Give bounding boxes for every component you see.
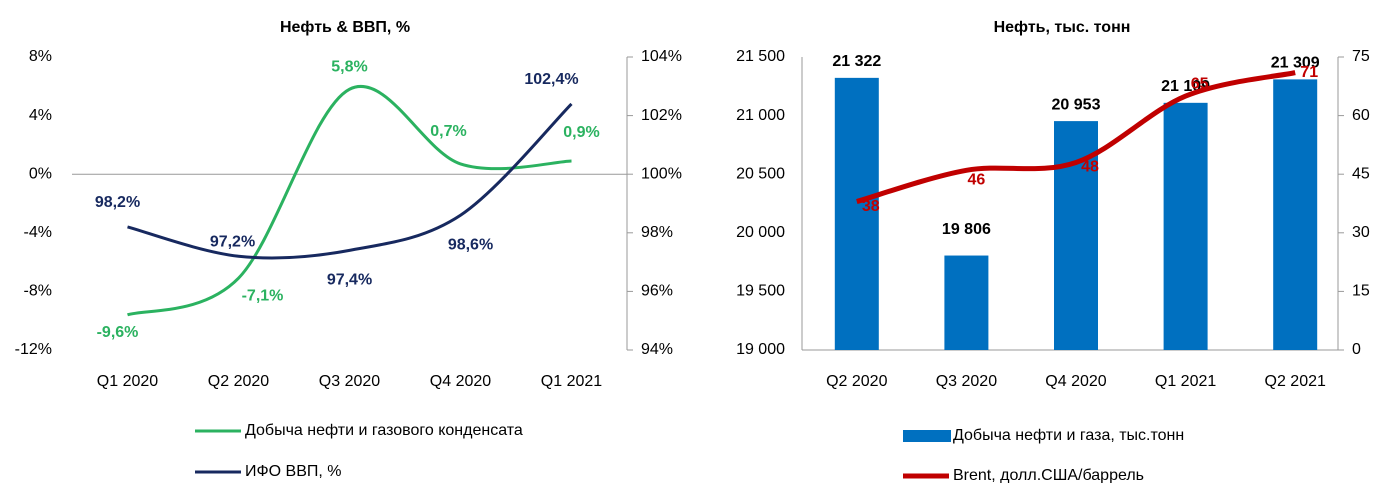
legend-label: Добыча нефти и газового конденсата	[245, 422, 523, 439]
y-tick-label: 4%	[29, 107, 52, 124]
y2-tick-label: 102%	[641, 107, 682, 124]
y2-tick-label: 0	[1352, 341, 1361, 358]
line	[127, 102, 573, 260]
x-tick-label: Q3 2020	[936, 373, 997, 390]
legend-label: ИФО ВВП, %	[245, 463, 342, 480]
data-label: 97,4%	[327, 272, 372, 289]
data-label: 46	[968, 172, 986, 189]
data-label: 38	[862, 198, 880, 215]
y-tick-label: 21 000	[736, 107, 785, 124]
data-label: 65	[1191, 75, 1209, 92]
data-label: 97,2%	[210, 233, 255, 250]
data-label: 98,6%	[448, 236, 493, 253]
x-tick-label: Q1 2020	[97, 373, 158, 390]
y2-tick-label: 30	[1352, 224, 1370, 241]
data-label: 21 322	[832, 53, 881, 70]
y2-tick-label: 15	[1352, 283, 1370, 300]
y2-tick-label: 104%	[641, 48, 682, 65]
data-label: 0,7%	[430, 123, 466, 140]
y-tick-label: -12%	[15, 341, 52, 358]
y-tick-label: 21 500	[736, 48, 785, 65]
data-label: 5,8%	[331, 58, 367, 75]
x-tick-label: Q1 2021	[1155, 373, 1216, 390]
x-tick-label: Q2 2020	[208, 373, 269, 390]
data-label: 102,4%	[524, 71, 578, 88]
data-label: 19 806	[942, 221, 991, 238]
data-label: 71	[1300, 64, 1318, 81]
y2-tick-label: 94%	[641, 341, 673, 358]
data-label: 0,9%	[563, 124, 599, 141]
y-tick-label: -4%	[24, 224, 52, 241]
x-tick-label: Q3 2020	[319, 373, 380, 390]
data-label: 48	[1081, 159, 1099, 176]
y-tick-label: 19 000	[736, 341, 785, 358]
legend-label: Добыча нефти и газа, тыс.тонн	[953, 427, 1184, 444]
x-tick-label: Q2 2021	[1265, 373, 1326, 390]
data-label: -9,6%	[97, 324, 139, 341]
x-tick-label: Q4 2020	[1045, 373, 1106, 390]
y2-tick-label: 60	[1352, 107, 1370, 124]
y-tick-label: 8%	[29, 48, 52, 65]
data-label: 20 953	[1052, 96, 1101, 113]
line	[856, 70, 1296, 204]
y2-tick-label: 98%	[641, 224, 673, 241]
x-tick-label: Q1 2021	[541, 373, 602, 390]
x-tick-label: Q2 2020	[826, 373, 887, 390]
x-tick-label: Q4 2020	[430, 373, 491, 390]
data-label: 21 309	[1271, 55, 1320, 72]
chart-title: Нефть & ВВП, %	[280, 19, 410, 36]
legend-swatch	[903, 430, 951, 442]
y-tick-label: 19 500	[736, 283, 785, 300]
y2-tick-label: 45	[1352, 165, 1370, 182]
chart-title: Нефть, тыс. тонн	[994, 19, 1131, 36]
y-tick-label: 20 500	[736, 165, 785, 182]
y-tick-label: -8%	[24, 283, 52, 300]
data-label: -7,1%	[242, 287, 284, 304]
y-tick-label: 20 000	[736, 224, 785, 241]
bar	[1273, 79, 1318, 351]
legend-label: Brent, долл.США/баррель	[953, 467, 1144, 483]
y-tick-label: 0%	[29, 165, 52, 182]
bar	[944, 255, 989, 350]
bar	[1163, 102, 1208, 351]
y2-tick-label: 75	[1352, 48, 1370, 65]
y2-tick-label: 96%	[641, 283, 673, 300]
bar	[834, 77, 879, 350]
bar	[1054, 121, 1098, 350]
y2-tick-label: 100%	[641, 165, 682, 182]
data-label: 98,2%	[95, 194, 140, 211]
line	[127, 85, 572, 317]
